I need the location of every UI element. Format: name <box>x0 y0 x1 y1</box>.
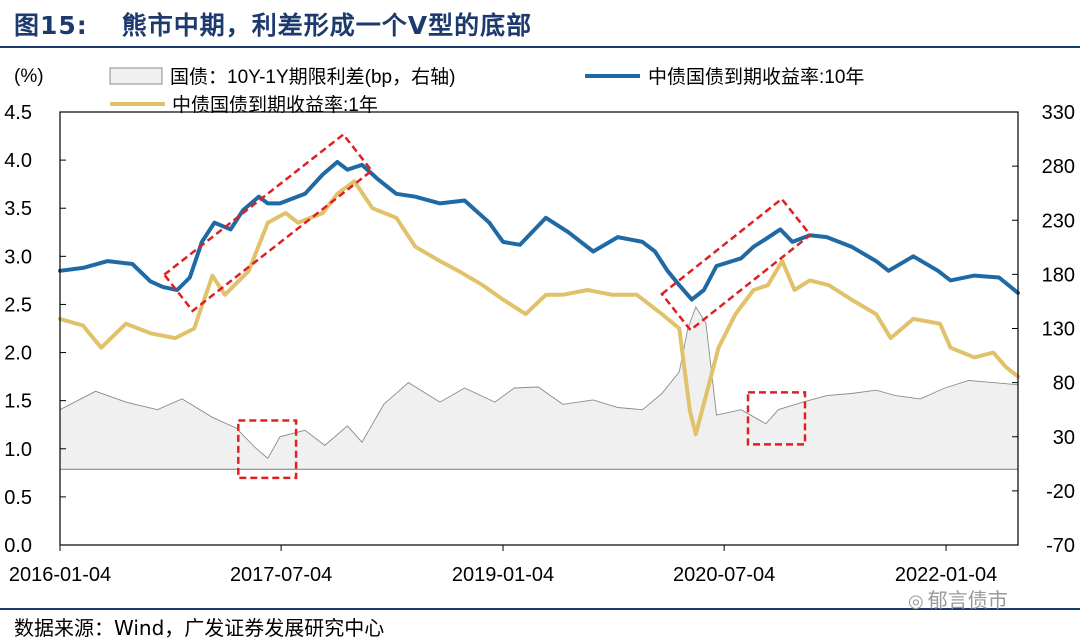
spread-area-layer <box>59 305 1019 470</box>
figure-title: 图15: 熊市中期，利差形成一个V型的底部 <box>14 6 532 42</box>
annotation-layer <box>162 132 813 480</box>
right-tick-label: 180 <box>1042 264 1075 286</box>
right-tick-label: -70 <box>1046 535 1075 557</box>
spread-area-line <box>59 305 1019 460</box>
right-tick-label: -20 <box>1046 481 1075 503</box>
left-tick-label: 2.5 <box>4 294 32 316</box>
annotation-box-rise-channel-2016-2017 <box>162 132 374 313</box>
annotation-box-spread-bottom-2017 <box>237 419 298 480</box>
axes-layer: 4.5 4.0 3.5 3.0 2.5 2.0 1.5 1.0 0.5 0.0 (%) 330 280 2… <box>4 66 1075 586</box>
watermark-text: 郁言债市 <box>927 588 1008 612</box>
left-tick-label: 1.5 <box>4 391 32 413</box>
right-tick-label: 130 <box>1042 319 1075 341</box>
legend: 国债：10Y-1Y期限利差(bp，右轴) 中债国债到期收益率:10年中债国债到期收… <box>109 66 864 116</box>
series-line-1 <box>58 160 1020 302</box>
legend-swatch-spread <box>109 67 163 85</box>
title-rule <box>0 46 1080 48</box>
watermark: ◎ 郁言债市 <box>908 584 1008 613</box>
left-tick-label: 3.5 <box>4 198 32 220</box>
wechat-icon: ◎ <box>908 591 924 612</box>
plot-frame <box>59 111 1019 546</box>
annotation-box-spread-bottom-2020 <box>746 391 807 446</box>
plot-border <box>59 111 1019 546</box>
left-tick-label: 3.0 <box>4 246 32 268</box>
yield-lines-layer <box>58 160 1020 437</box>
series-line-2 <box>58 179 1020 437</box>
annotation-box-rise-channel-2020 <box>660 197 813 332</box>
legend-label-spread: 国债：10Y-1Y期限利差(bp，右轴) <box>170 66 455 88</box>
figure-number: 图15: <box>14 11 88 40</box>
yield-spread-chart: 4.5 4.0 3.5 3.0 2.5 2.0 1.5 1.0 0.5 0.0 (%) 330 280 2… <box>4 66 1075 586</box>
left-axis-label: (%) <box>14 66 44 87</box>
left-tick-label: 0.5 <box>4 487 32 509</box>
legend-label-10y: 中债国债到期收益率:10年 <box>648 66 864 88</box>
right-tick-label: 30 <box>1053 427 1075 449</box>
figure-title-text: 熊市中期，利差形成一个V型的底部 <box>121 11 533 40</box>
left-tick-label: 4.5 <box>4 102 32 124</box>
footer-rule <box>0 608 1080 610</box>
left-tick-label: 0.0 <box>4 535 32 557</box>
left-tick-label: 1.0 <box>4 439 32 461</box>
right-tick-label: 280 <box>1042 156 1075 178</box>
x-tick-label: 2022-01-04 <box>895 564 997 586</box>
right-tick-label: 80 <box>1053 373 1075 395</box>
left-tick-label: 2.0 <box>4 343 32 365</box>
right-tick-label: 330 <box>1042 102 1075 124</box>
right-tick-label: 230 <box>1042 210 1075 232</box>
legend-label-1y: 中债国债到期收益率:1年 <box>172 94 378 116</box>
x-tick-label: 2020-07-04 <box>673 564 775 586</box>
left-tick-label: 4.0 <box>4 150 32 172</box>
x-tick-label: 2017-07-04 <box>230 564 332 586</box>
data-source-note: 数据来源：Wind，广发证券发展研究中心 <box>14 616 385 640</box>
x-tick-label: 2019-01-04 <box>452 564 554 586</box>
x-tick-label: 2016-01-04 <box>9 564 111 586</box>
